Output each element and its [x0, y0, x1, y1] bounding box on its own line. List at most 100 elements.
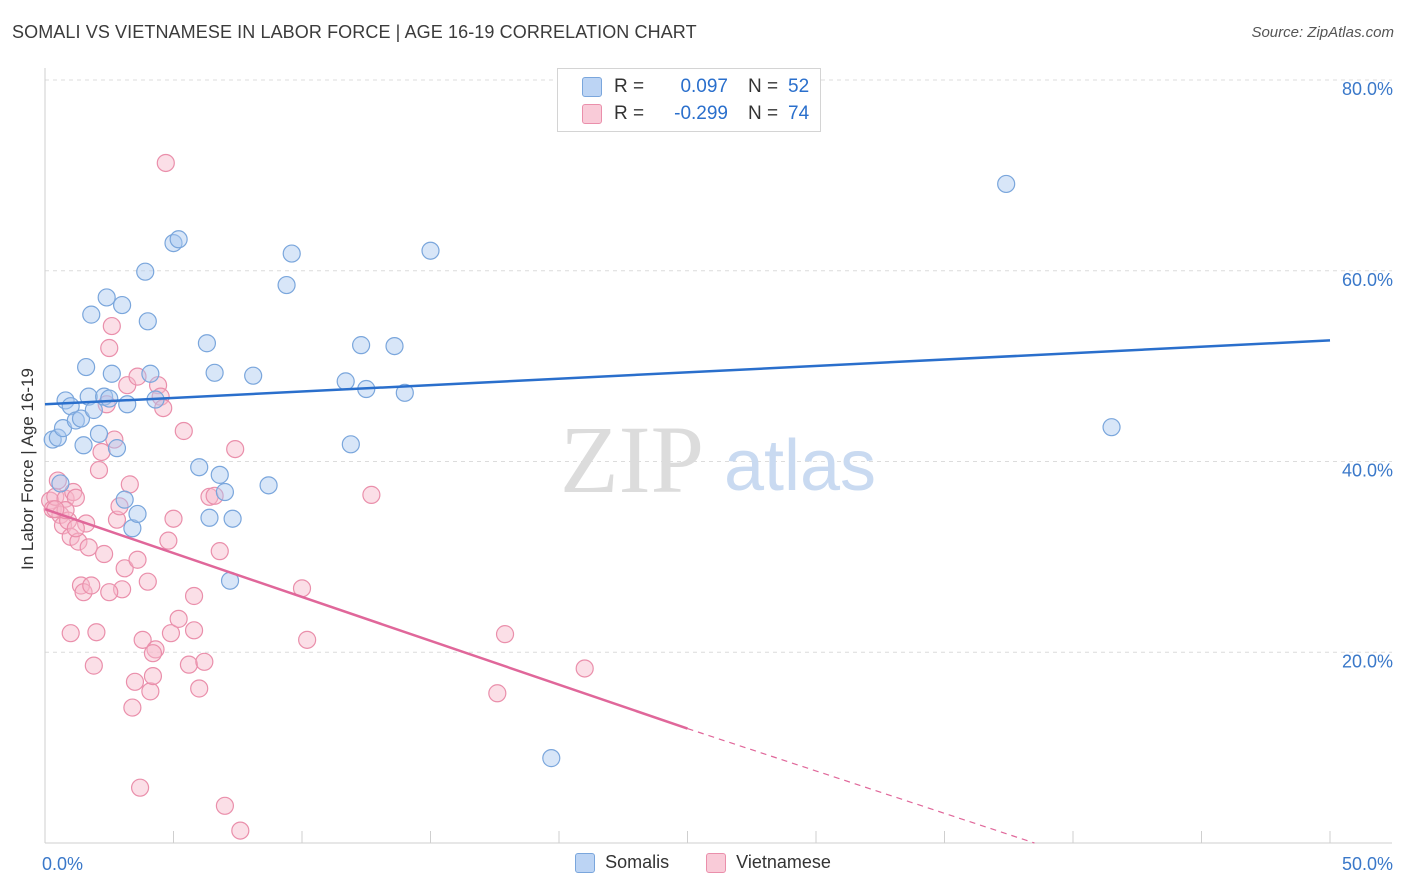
- series-legend: Somalis Vietnamese: [0, 852, 1406, 878]
- trend-lines: [44, 339, 1331, 844]
- y-tick-label: 40.0%: [1342, 461, 1393, 481]
- somali-point: [89, 424, 109, 443]
- vietnamese-point: [69, 532, 88, 551]
- vietnamese-point: [215, 796, 234, 815]
- axes: [44, 68, 1392, 844]
- vietnamese-point: [89, 460, 109, 480]
- somali-point: [542, 749, 561, 768]
- vietnamese-point: [48, 471, 67, 490]
- somali-point: [82, 305, 101, 324]
- legend-row-vietnamese: R = -0.299 N = 74: [582, 102, 809, 126]
- vietnamese-points: [41, 153, 594, 840]
- vietnamese-point: [169, 609, 188, 628]
- somali-point: [223, 509, 242, 528]
- somali-point: [48, 428, 67, 447]
- vietnamese-point: [495, 625, 515, 644]
- somali-points: [43, 174, 1121, 768]
- legend-item-somalis[interactable]: Somalis: [575, 852, 669, 873]
- somali-trend-line: [44, 339, 1331, 406]
- vietnamese-point: [156, 153, 175, 173]
- vietnamese-point: [488, 684, 507, 703]
- somali-point: [352, 336, 371, 355]
- legend-swatch-vietnamese: [582, 104, 602, 124]
- somali-point: [336, 372, 355, 391]
- legend-r-label: R =: [614, 103, 645, 124]
- legend-n-value: 52: [788, 76, 810, 97]
- somali-point: [169, 230, 188, 249]
- vietnamese-point: [130, 778, 150, 797]
- somali-point: [77, 357, 96, 377]
- legend-r-label: R =: [614, 76, 645, 97]
- x-tick-label: 0.0%: [42, 854, 83, 874]
- legend-label-somalis: Somalis: [605, 852, 670, 872]
- legend-row-somali: R = 0.097 N = 52: [582, 75, 809, 99]
- somali-point: [71, 409, 91, 428]
- legend-r-value: 0.097: [680, 76, 728, 97]
- vietnamese-point: [164, 509, 183, 528]
- vietnamese-point: [107, 510, 127, 529]
- vietnamese-point: [66, 488, 85, 507]
- somali-point: [141, 364, 160, 383]
- legend-swatch-somali: [582, 77, 602, 97]
- vietnamese-point: [174, 421, 193, 441]
- vietnamese-point: [82, 576, 101, 595]
- somali-point: [74, 436, 93, 455]
- somali-point: [118, 395, 137, 414]
- somali-point: [259, 476, 278, 495]
- watermark-atlas: atlas: [724, 426, 876, 506]
- vietnamese-point: [87, 623, 106, 642]
- legend-swatch-vietnamese: [706, 852, 727, 873]
- vietnamese-point: [123, 698, 142, 717]
- vietnamese-point: [210, 542, 229, 561]
- vietnamese-point: [141, 682, 160, 701]
- vietnamese-point: [195, 652, 214, 671]
- somali-point: [138, 312, 157, 331]
- somali-point: [97, 288, 116, 307]
- legend-n-label: N =: [748, 76, 779, 97]
- x-tick-labels: 0.0% 50.0%: [42, 854, 1393, 874]
- vietnamese-point: [125, 672, 145, 691]
- vietnamese-trend-extension: [687, 727, 1035, 844]
- vietnamese-point: [184, 621, 204, 640]
- y-tick-label: 60.0%: [1342, 270, 1393, 290]
- legend-n-value: 74: [788, 103, 810, 124]
- correlation-legend: R = 0.097 N = 52 R = -0.299 N = 74: [557, 68, 821, 132]
- vietnamese-point: [226, 440, 245, 459]
- y-tick-labels: 20.0% 40.0% 60.0% 80.0%: [1342, 79, 1393, 671]
- chart-title: SOMALI VS VIETNAMESE IN LABOR FORCE | AG…: [12, 22, 697, 42]
- somali-point: [112, 295, 132, 315]
- somali-point: [997, 174, 1016, 194]
- somali-point: [100, 389, 119, 408]
- vietnamese-point: [138, 572, 157, 591]
- vietnamese-point: [184, 586, 204, 606]
- somali-point: [215, 482, 234, 502]
- somali-point: [277, 275, 296, 295]
- somali-point: [244, 366, 263, 385]
- y-tick-label: 80.0%: [1342, 79, 1393, 99]
- vietnamese-point: [79, 538, 98, 557]
- somali-point: [115, 490, 134, 509]
- vietnamese-point: [92, 442, 111, 462]
- vietnamese-point: [151, 387, 170, 406]
- vietnamese-point: [575, 659, 594, 678]
- legend-item-vietnamese[interactable]: Vietnamese: [706, 852, 831, 873]
- somali-point: [421, 241, 440, 260]
- somali-point: [128, 504, 147, 524]
- vietnamese-point: [362, 485, 381, 504]
- vietnamese-point: [61, 624, 80, 643]
- somali-point: [51, 474, 70, 493]
- vietnamese-point: [100, 583, 119, 602]
- watermark-zip: ZIP: [560, 406, 704, 513]
- vietnamese-point: [84, 656, 103, 675]
- vietnamese-point: [298, 630, 317, 649]
- somali-point: [136, 262, 155, 281]
- somali-point: [395, 383, 414, 402]
- somali-point: [123, 519, 142, 538]
- legend-swatch-somalis: [575, 852, 596, 873]
- watermark: ZIP atlas: [560, 406, 876, 513]
- vietnamese-point: [95, 544, 114, 564]
- somali-point: [205, 363, 224, 382]
- vietnamese-point: [120, 475, 139, 494]
- somali-point: [210, 465, 229, 484]
- somali-point: [341, 435, 360, 454]
